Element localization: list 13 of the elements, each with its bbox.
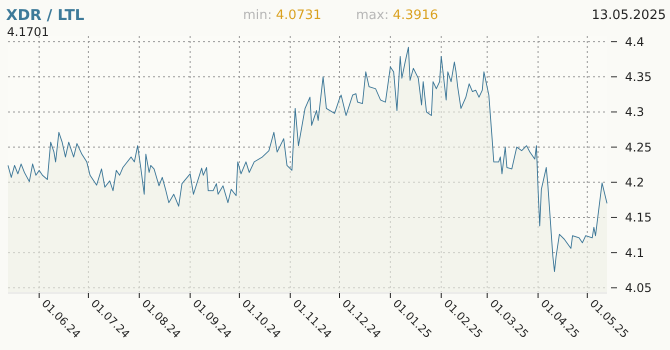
y-tick-label: 4.2 xyxy=(625,175,644,190)
y-tick-label: 4.35 xyxy=(625,70,652,84)
y-tick-label: 4.1 xyxy=(625,246,644,260)
y-tick-label: 4.4 xyxy=(625,34,644,49)
y-tick-label: 4.05 xyxy=(625,280,652,295)
annotation: 4.1701 xyxy=(7,25,49,39)
chart-title: XDR / LTL xyxy=(6,6,85,24)
y-tick-label: 4.15 xyxy=(625,210,652,225)
y-tick-label: 4.3 xyxy=(625,105,644,120)
text: min: 4.0731 xyxy=(243,8,322,23)
text: 13.05.2025 xyxy=(592,8,666,23)
text: max: 4.3916 xyxy=(356,8,438,23)
y-tick-label: 4.25 xyxy=(625,140,652,154)
